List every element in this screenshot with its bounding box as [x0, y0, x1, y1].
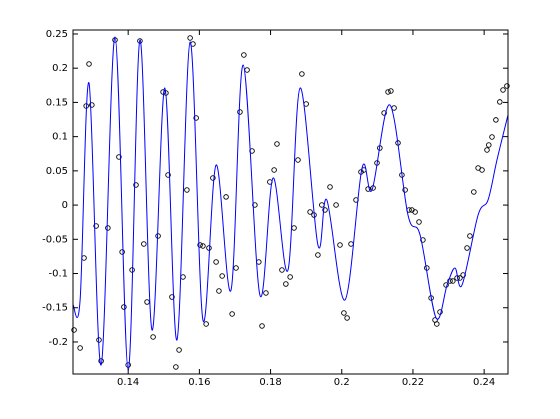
scatter-point	[116, 154, 122, 160]
scatter-point	[471, 189, 477, 195]
scatter-point	[341, 310, 347, 316]
y-tick-label: 0.15	[46, 97, 68, 108]
scatter-point	[434, 321, 440, 327]
scatter-point	[489, 134, 495, 140]
scatter-point	[365, 186, 371, 192]
scatter-point	[344, 315, 350, 321]
scatter-point	[184, 187, 190, 193]
scatter-point	[467, 233, 473, 239]
scatter-point	[86, 61, 92, 67]
y-tick-label: -0.05	[42, 234, 68, 245]
scatter-point	[402, 187, 408, 193]
scatter-point	[193, 115, 199, 121]
scatter-point	[89, 102, 95, 108]
scatter-point	[381, 110, 387, 116]
scatter-point	[203, 321, 209, 327]
scatter-point	[263, 290, 269, 296]
y-tick-label: 0.05	[46, 166, 68, 177]
scatter-point	[333, 202, 339, 208]
scatter-point	[141, 241, 147, 247]
scatter-point	[287, 274, 293, 280]
scatter-point	[464, 245, 470, 251]
scatter-point	[119, 249, 125, 255]
y-tick-label: -0.1	[48, 269, 68, 280]
y-tick-label: 0	[62, 200, 68, 211]
scatter-point	[93, 223, 99, 229]
scatter-point	[500, 87, 506, 93]
scatter-point	[105, 225, 111, 231]
y-tick-label: -0.2	[48, 337, 68, 348]
x-tick-label: 0.24	[473, 377, 495, 388]
scatter-point	[385, 89, 391, 95]
y-tick-label: 0.25	[46, 29, 68, 40]
y-tick-label: 0.2	[52, 63, 68, 74]
scatter-point	[176, 347, 182, 353]
scatter-point	[327, 184, 333, 190]
scatter-point	[279, 267, 285, 273]
x-tick-label: 0.22	[402, 377, 424, 388]
scatter-point	[388, 88, 394, 94]
scatter-point	[241, 52, 247, 58]
scatter-point	[233, 265, 239, 271]
scatter-point	[416, 219, 422, 225]
x-tick-label: 0.14	[117, 377, 139, 388]
scatter-point	[295, 157, 301, 163]
scatter-point	[479, 167, 485, 173]
scatter-point	[165, 172, 171, 178]
scatter-point	[137, 38, 143, 44]
y-tick-label: -0.15	[42, 303, 68, 314]
scatter-point	[484, 147, 490, 153]
scatter-point	[223, 194, 229, 200]
plot-area	[73, 30, 508, 374]
scatter-point	[213, 259, 219, 265]
scatter-point	[187, 35, 193, 41]
scatter-point	[274, 141, 280, 147]
scatter-point	[315, 252, 321, 258]
scatter-point	[307, 209, 313, 215]
scatter-point	[229, 311, 235, 317]
scatter-point	[150, 334, 156, 340]
scatter-point	[299, 71, 305, 77]
scatter-point	[237, 109, 243, 115]
scatter-point	[210, 175, 216, 181]
scatter-point	[504, 83, 510, 89]
scatter-point	[133, 182, 139, 188]
scatter-point	[216, 288, 222, 294]
scatter-point	[77, 345, 83, 351]
scatter-point	[71, 327, 77, 333]
scatter-point	[412, 209, 418, 215]
scatter-point	[420, 237, 426, 243]
scatter-point	[200, 243, 206, 249]
x-tick-label: 0.16	[188, 377, 210, 388]
scatter-point	[169, 294, 175, 300]
scatter-point	[173, 364, 179, 370]
scatter-point	[197, 242, 203, 248]
plot-layer	[71, 35, 510, 371]
scatter-point	[252, 202, 258, 208]
scatter-point	[219, 273, 225, 279]
scatter-point	[283, 281, 289, 287]
scatter-point	[125, 362, 131, 368]
scatter-point	[447, 278, 453, 284]
scatter-point	[144, 299, 150, 305]
scatter-point	[497, 99, 503, 105]
scatter-point	[121, 304, 127, 310]
scatter-point	[460, 272, 466, 278]
x-tick-label: 0.18	[259, 377, 281, 388]
scatter-point	[486, 142, 492, 148]
y-tick-label: 0.1	[52, 132, 68, 143]
fit-line	[72, 36, 509, 371]
scatter-point	[322, 207, 328, 213]
scatter-point	[493, 117, 499, 123]
scatter-point	[337, 242, 343, 248]
scatter-point	[450, 278, 456, 284]
scatter-point	[259, 323, 265, 329]
scatter-point	[271, 167, 277, 173]
x-tick-label: 0.2	[334, 377, 350, 388]
axes-box	[72, 29, 509, 375]
